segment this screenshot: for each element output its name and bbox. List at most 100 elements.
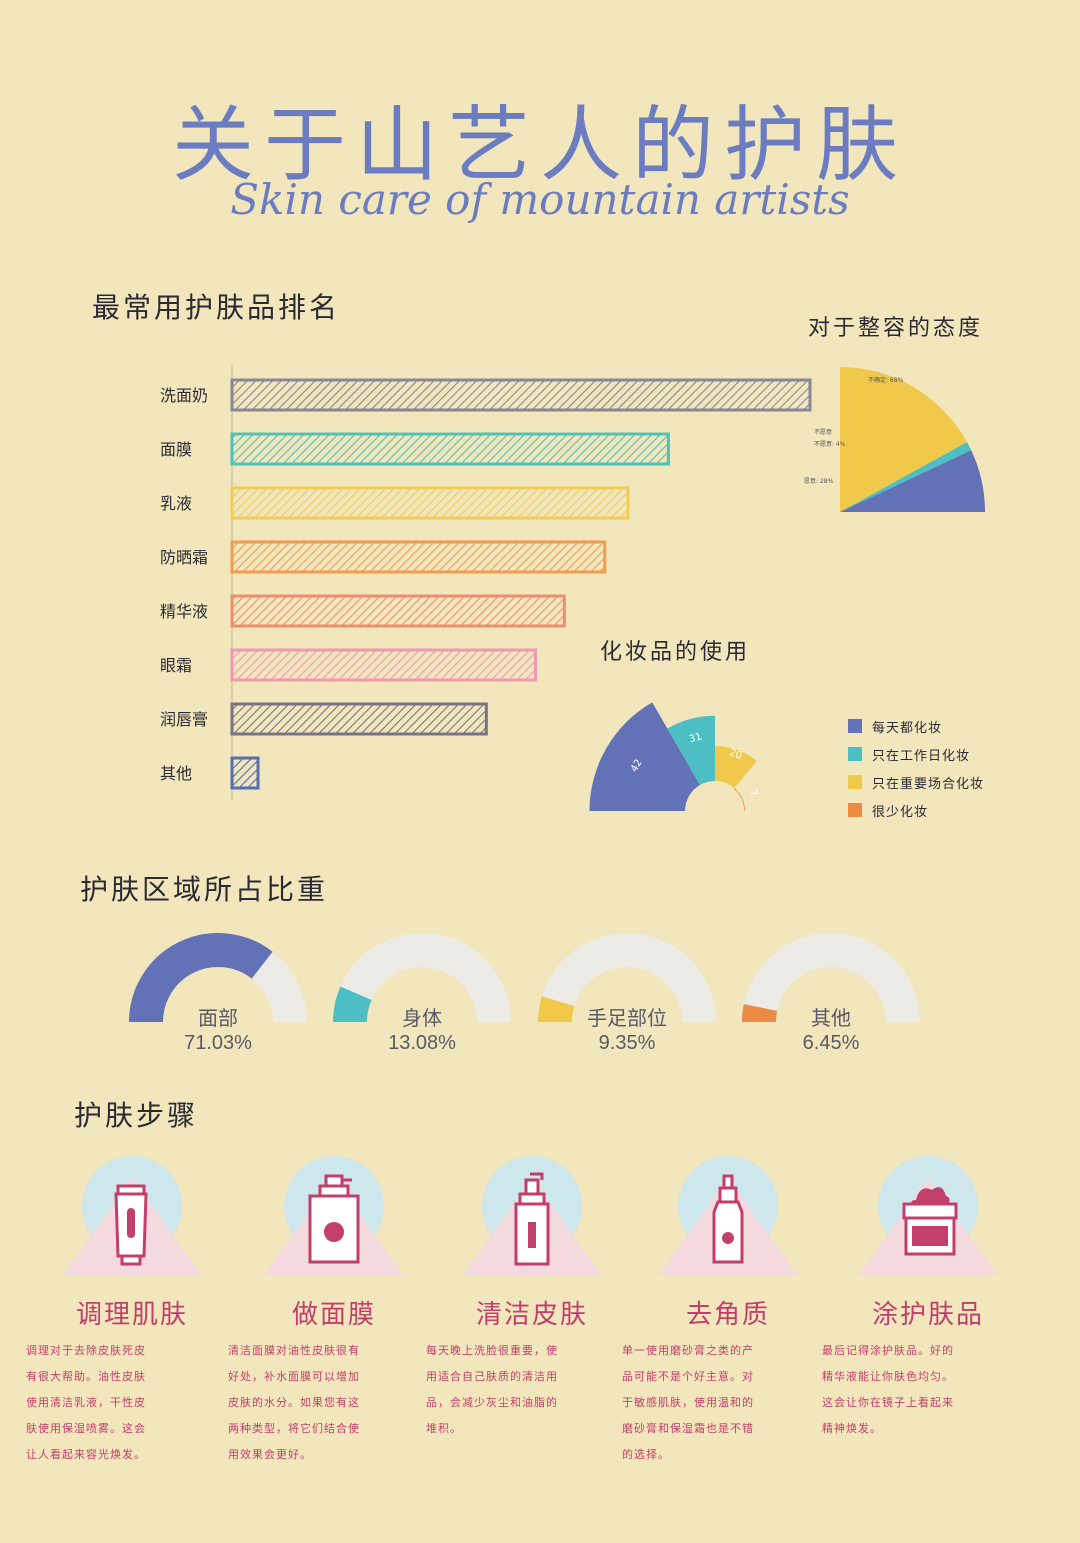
step-card: 清洁皮肤每天晚上洗脸很重要，使 用适合自己肤质的清洁用 品，会减少灰尘和油脂的 堆积。 [426,1150,622,1520]
cream-jar-icon [882,1166,974,1274]
step-description-line: 的选择。 [622,1448,670,1461]
gauge-手足部位: 手足部位 9.35% [537,925,717,1065]
rose-slice-只在重要场合化妆 [715,746,757,789]
gauge-arc [333,933,511,1023]
step-description: 每天晚上洗脸很重要，使 用适合自己肤质的清洁用 品，会减少灰尘和油脂的 堆积。 [426,1338,586,1442]
gauge-label: 其他 6.45% [741,1007,921,1055]
rose-value-label: 20 [728,747,744,762]
gauge-name: 身体 [402,1008,442,1030]
step-title: 清洁皮肤 [475,1300,588,1330]
mask-jar-icon [288,1166,380,1274]
step-description-line: 每天晚上洗脸很重要，使 [426,1344,558,1357]
legend-swatch [848,719,862,733]
step-title: 调理肌肤 [75,1300,188,1330]
gauge-name: 面部 [198,1008,238,1030]
gauge-label: 身体 13.08% [332,1007,512,1055]
gauge-fill [333,986,372,1023]
pie-label-willing: 愿意: 28% [804,477,834,485]
gauge-label: 面部 71.03% [128,1007,308,1055]
steps-title: 护肤步骤 [74,1099,199,1132]
bar-label-润唇膏: 润唇膏 [160,710,208,729]
legend-label: 只在工作日化妆 [872,748,971,764]
step-description-line: 皮肤的水分。如果您有这 [228,1396,360,1409]
bar-label-眼霜: 眼霜 [160,656,192,675]
step-card: 调理肌肤调理对于去除皮肤死皮 有很大帮助。油性皮肤 使用清洁乳液，干性皮 肤使用保湿喷… [26,1150,222,1520]
bar-label-精华液: 精华液 [160,602,208,621]
gauge-fill [129,933,273,1023]
legend-swatch [848,747,862,761]
gauge-name: 手足部位 [587,1008,667,1030]
step-description-line: 精神焕发。 [822,1422,882,1435]
legend-label: 每天都化妆 [872,720,943,736]
page-subtitle: Skin care of mountain artists [230,175,850,224]
ranking-title: 最常用护肤品排名 [92,291,341,324]
step-description: 最后记得涂护肤品。好的 精华液能让你肤色均匀。 这会让你在镜子上看起来 精神焕发。 [822,1338,982,1442]
gauge-percent: 9.35% [598,1032,656,1054]
legend-item: 只在重要场合化妆 [848,768,984,796]
step-description-line: 用效果会更好。 [228,1448,312,1461]
plastic-pie-chart: 不确定: 68% 不愿意 不愿意: 4% 愿意: 28% [804,367,985,512]
gauge-fill [538,996,575,1023]
gauge-arc [538,933,716,1023]
pie-label-unwilling-line2: 不愿意: 4% [814,440,846,448]
rose-slice-很少化妆 [733,788,745,811]
bar-眼霜 [230,648,537,682]
gauge-label: 手足部位 9.35% [537,1007,717,1055]
page-title: 关于山艺人的护肤 [171,98,908,193]
plastic-slice-1 [840,442,972,512]
step-title: 去角质 [685,1300,770,1330]
gauge-arc [129,933,307,1023]
step-description-line: 好处，补水面膜可以增加 [228,1370,360,1383]
bar-label-洗面奶: 洗面奶 [160,386,208,405]
bar-label-其他: 其他 [160,764,192,783]
step-description-line: 品可能不是个好主意。对 [622,1370,754,1383]
legend-item: 很少化妆 [848,796,984,824]
bar-防晒霜 [230,540,607,574]
step-description-line: 品，会减少灰尘和油脂的 [426,1396,558,1409]
plastic-slice-2 [840,450,985,512]
bar-label-乳液: 乳液 [160,494,192,513]
makeup-title: 化妆品的使用 [600,640,751,665]
step-card: 去角质单一使用磨砂膏之类的产 品可能不是个好主意。对 于敏感肌肤，使用温和的 磨砂膏和… [622,1150,818,1520]
step-title: 做面膜 [291,1300,376,1330]
gauge-arc [742,933,920,1023]
step-description-line: 用适合自己肤质的清洁用 [426,1370,558,1383]
step-description-line: 最后记得涂护肤品。好的 [822,1344,954,1357]
step-description-line: 单一使用磨砂膏之类的产 [622,1344,754,1357]
step-description-line: 使用清洁乳液，干性皮 [26,1396,146,1409]
pump-bottle-icon [486,1166,578,1274]
step-description: 调理对于去除皮肤死皮 有很大帮助。油性皮肤 使用清洁乳液，干性皮 肤使用保湿喷雾。这会… [26,1338,186,1468]
bar-洗面奶 [230,378,812,412]
step-description: 单一使用磨砂膏之类的产 品可能不是个好主意。对 于敏感肌肤，使用温和的 磨砂膏和保湿霜… [622,1338,782,1468]
gauge-percent: 6.45% [802,1032,860,1054]
step-description-line: 这会让你在镜子上看起来 [822,1396,954,1409]
step-description-line: 磨砂膏和保湿霜也是不错 [622,1422,754,1435]
tube-icon [86,1166,178,1274]
legend-swatch [848,775,862,789]
area-title: 护肤区域所占比重 [80,873,329,906]
step-description-line: 两种类型，将它们结合使 [228,1422,360,1435]
legend-item: 只在工作日化妆 [848,740,984,768]
gauge-track [333,933,511,1023]
bar-label-面膜: 面膜 [160,440,192,459]
legend-swatch [848,803,862,817]
gauge-track [538,933,716,1023]
rose-slice-只在工作日化妆 [667,715,715,786]
step-card: 做面膜 清洁面膜对油性皮肤很有 好处，补水面膜可以增加 皮肤的水分。如果您有这 两种类型… [228,1150,424,1520]
step-description-line: 于敏感肌肤，使用温和的 [622,1396,754,1409]
gauge-fill [742,1004,778,1023]
bar-乳液 [230,486,630,520]
gauge-面部: 面部 71.03% [128,925,308,1065]
spray-bottle-icon [682,1166,774,1274]
rose-slice-每天都化妆 [589,702,700,811]
gauge-name: 其他 [811,1008,851,1030]
step-description-line: 调理对于去除皮肤死皮 [26,1344,146,1357]
legend-label: 只在重要场合化妆 [872,776,985,792]
plastic-slice-0 [840,367,968,512]
bar-其他 [230,756,260,790]
gauge-身体: 身体 13.08% [332,925,512,1065]
makeup-legend: 每天都化妆只在工作日化妆 只在重要场合化妆很少化妆 [848,712,984,824]
plastic-title: 对于整容的态度 [808,316,984,341]
pie-label-uncertain: 不确定: 68% [868,376,904,384]
